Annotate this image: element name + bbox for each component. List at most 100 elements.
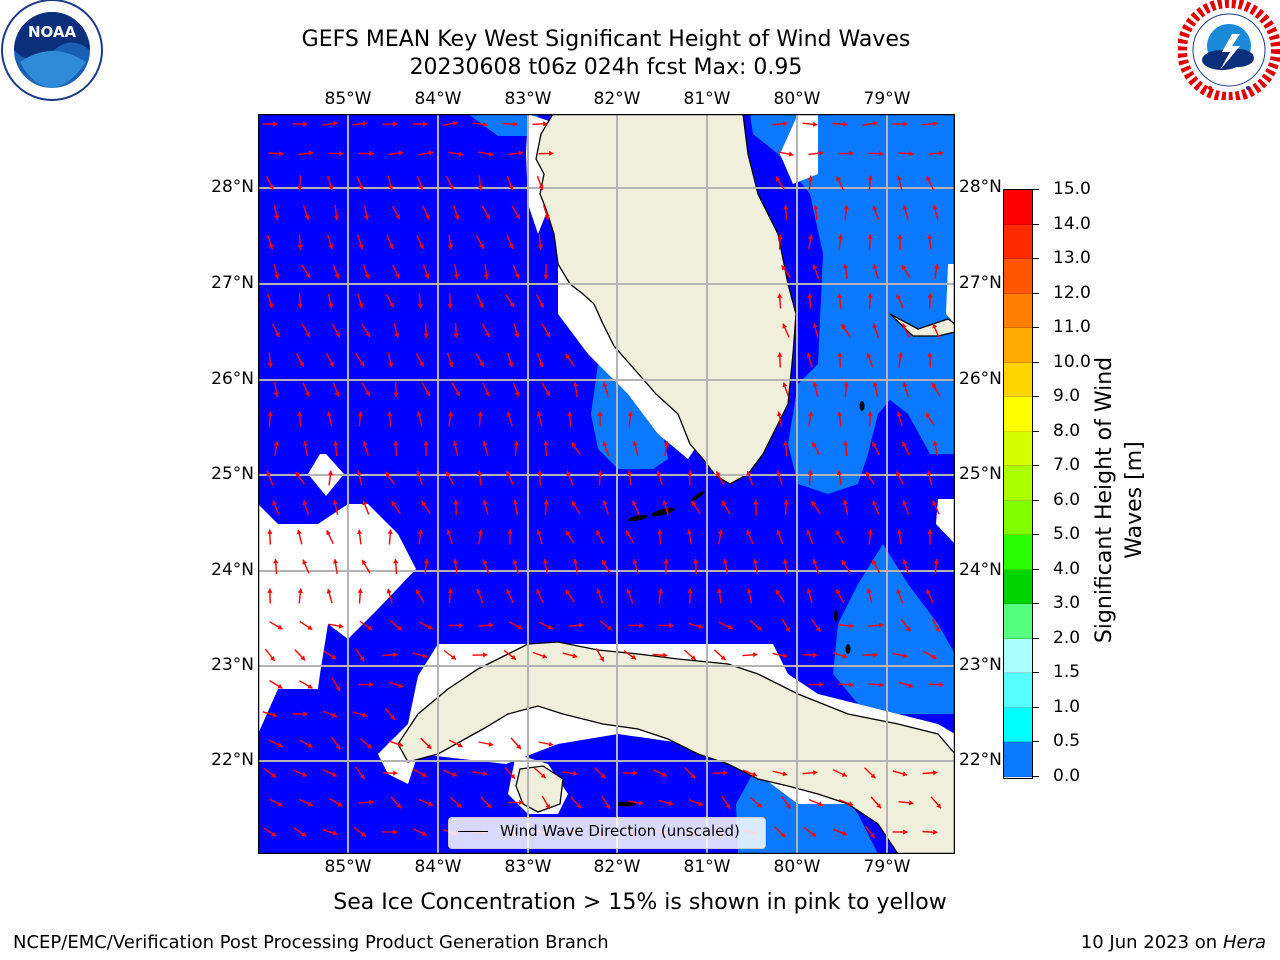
- wave-arrow-head: [301, 771, 307, 777]
- wave-arrow-head: [488, 622, 494, 628]
- footer-date: 10 Jun 2023 on Hera: [1081, 932, 1266, 953]
- wave-arrow-head: [362, 121, 368, 127]
- wave-arrow-head: [782, 323, 788, 329]
- wave-arrow-head: [390, 714, 395, 720]
- wave-arrow-head: [632, 500, 637, 506]
- wave-arrow-head: [872, 120, 878, 126]
- wave-arrow-head: [451, 654, 456, 660]
- wave-arrow-head: [836, 470, 842, 476]
- wave-arrow-head: [453, 559, 459, 564]
- wave-arrow-head: [902, 323, 907, 329]
- wave-arrow-head: [297, 411, 303, 417]
- wave-arrow-head: [806, 530, 812, 535]
- colorbar-tick-mark: [1033, 568, 1039, 570]
- wave-arrow-head: [426, 744, 432, 749]
- colorbar-tick-mark: [1033, 327, 1039, 329]
- wave-arrow-head: [867, 175, 873, 180]
- wave-arrow-head: [328, 303, 334, 309]
- wave-arrow-head: [478, 302, 484, 308]
- wave-arrow-head: [843, 121, 848, 127]
- colorbar-tick-mark: [1033, 603, 1039, 605]
- colorbar-tick-label: 1.5: [1053, 662, 1081, 683]
- wave-arrow-head: [369, 799, 374, 805]
- wave-arrow-head: [326, 588, 332, 594]
- wave-arrow-head: [567, 411, 573, 416]
- wave-arrow-head: [837, 411, 843, 417]
- wave-arrow-head: [690, 773, 696, 779]
- colorbar-segment: [1004, 293, 1032, 329]
- wave-arrow-head: [304, 391, 310, 397]
- colorbar-tick-label: 8.0: [1053, 420, 1081, 441]
- wave-arrow-head: [896, 175, 902, 181]
- wave-arrow-head: [305, 272, 310, 278]
- wave-arrow-head: [540, 773, 546, 778]
- wave-arrow-head: [482, 559, 488, 565]
- colorbar-segment: [1004, 362, 1032, 398]
- wave-arrow-head: [905, 626, 911, 632]
- wave-arrow-head: [302, 441, 308, 446]
- wave-arrow-head: [302, 559, 308, 565]
- wave-arrow-head: [356, 470, 362, 476]
- wave-arrow-head: [511, 654, 516, 660]
- wave-arrow-head: [423, 121, 428, 127]
- wave-arrow-head: [359, 184, 364, 190]
- wave-arrow-head: [362, 500, 368, 506]
- wave-arrow-head: [273, 559, 279, 564]
- wave-arrow-head: [308, 150, 314, 156]
- wave-arrow-head: [627, 411, 633, 417]
- wave-arrow-head: [422, 653, 428, 659]
- wave-arrow-head: [457, 742, 463, 748]
- wave-arrow-head: [339, 151, 344, 157]
- wave-arrow-head: [879, 151, 884, 157]
- lon-tick-bottom: 82°W: [593, 857, 641, 877]
- wave-arrow-head: [548, 741, 554, 747]
- lon-tick-top: 80°W: [773, 89, 821, 109]
- wave-arrow-head: [661, 772, 667, 777]
- wave-arrow-head: [576, 803, 581, 809]
- wave-arrow-head: [783, 559, 789, 564]
- wave-arrow-head: [897, 352, 903, 358]
- wave-arrow-head: [873, 652, 878, 658]
- wave-arrow-head: [335, 744, 341, 750]
- wave-arrow-head: [359, 361, 364, 367]
- wave-arrow-head: [271, 831, 277, 837]
- wave-arrow-head: [849, 150, 854, 156]
- wave-arrow-head: [549, 150, 554, 156]
- wave-arrow-head: [269, 184, 274, 190]
- colorbar-segment: [1004, 466, 1032, 501]
- lat-tick-left: 26°N: [211, 369, 254, 389]
- colorbar-tick-mark: [1033, 741, 1039, 743]
- wave-arrow-head: [488, 741, 494, 747]
- wave-arrow-head: [811, 501, 817, 507]
- wave-arrow-head: [626, 589, 632, 594]
- footer-credit: NCEP/EMC/Verification Post Processing Pr…: [13, 932, 609, 953]
- legend-line-sample: [458, 831, 488, 832]
- wave-arrow-head: [326, 530, 331, 536]
- wave-arrow-head: [419, 361, 424, 367]
- wave-arrow-head: [303, 711, 308, 717]
- wave-arrow-head: [416, 589, 421, 595]
- wave-arrow-head: [483, 652, 488, 658]
- lat-tick-left: 27°N: [211, 273, 254, 293]
- wave-arrow-head: [932, 323, 938, 329]
- lon-tick-top: 81°W: [683, 89, 731, 109]
- wave-arrow-head: [807, 470, 813, 475]
- wave-arrow-head: [393, 559, 399, 564]
- wave-arrow-head: [267, 529, 273, 534]
- colorbar-segment: [1004, 569, 1032, 605]
- colorbar-tick-label: 2.0: [1053, 627, 1081, 648]
- colorbar-segment: [1004, 638, 1032, 674]
- wave-arrow-head: [602, 500, 608, 506]
- wave-arrow-head: [903, 121, 908, 127]
- wave-arrow-head: [424, 273, 430, 279]
- wave-arrow-head: [932, 121, 938, 127]
- wave-arrow-head: [277, 801, 283, 807]
- wave-arrow-head: [657, 529, 663, 534]
- wave-arrow-head: [417, 529, 423, 535]
- wave-arrow-head: [332, 712, 337, 718]
- wave-arrow-head: [902, 205, 908, 211]
- wave-arrow-head: [337, 802, 343, 807]
- colorbar-segment: [1004, 397, 1032, 432]
- wave-arrow-head: [421, 772, 427, 777]
- wave-arrow-head: [539, 302, 544, 308]
